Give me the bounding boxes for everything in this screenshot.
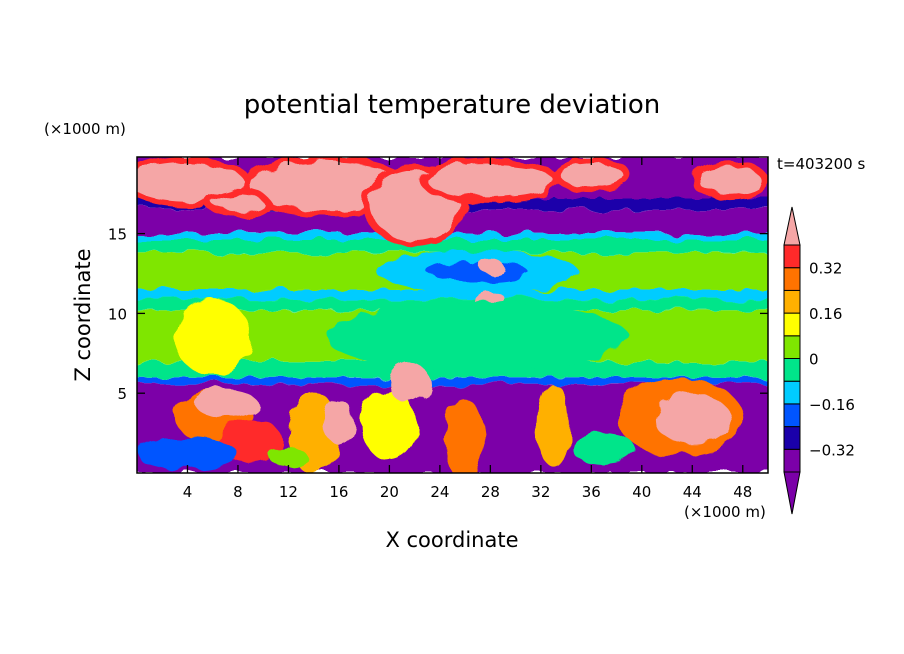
x-tick-label: 40 xyxy=(632,483,651,501)
contour-cell xyxy=(323,399,355,445)
colorbar-label: 0.16 xyxy=(809,305,842,323)
colorbar-box xyxy=(783,426,801,450)
contour-cell xyxy=(326,302,630,373)
contour-cell xyxy=(388,361,429,403)
x-tick-label: 28 xyxy=(481,483,500,501)
colorbar-label: −0.16 xyxy=(809,396,855,414)
colorbar-box xyxy=(783,289,801,314)
colorbar-label: 0.32 xyxy=(809,260,842,278)
contour-cell xyxy=(477,259,503,272)
time-label: t=403200 s xyxy=(777,155,865,173)
contour-cell xyxy=(361,390,418,461)
contour-cell xyxy=(174,299,251,376)
contour-cell xyxy=(269,447,308,467)
contour-cell xyxy=(427,164,554,197)
x-tick-label: 44 xyxy=(683,483,702,501)
contour-cell xyxy=(137,437,238,470)
contour-cell xyxy=(654,393,731,445)
contour-cell xyxy=(559,163,623,186)
colorbar: −0.32 −0.16 0 0.16 0.32 xyxy=(783,206,855,515)
contour-band xyxy=(137,233,768,240)
y-tick-label: 10 xyxy=(108,305,127,323)
x-tick-label: 24 xyxy=(430,483,449,501)
x-tick-label: 48 xyxy=(733,483,752,501)
colorbar-box xyxy=(783,312,801,337)
colorbar-box xyxy=(783,448,801,473)
x-tick-label: 8 xyxy=(233,483,243,501)
contour-cell xyxy=(193,390,257,416)
x-unit-label: (×1000 m) xyxy=(684,503,766,521)
contour-band xyxy=(137,289,768,300)
contour-cell xyxy=(572,433,636,466)
colorbar-box xyxy=(783,380,801,405)
chart-title: potential temperature deviation xyxy=(244,90,660,120)
contour-cell xyxy=(537,383,570,467)
colorbar-box xyxy=(783,244,801,269)
x-tick-label: 12 xyxy=(279,483,298,501)
x-tick-label: 36 xyxy=(582,483,601,501)
contour-field xyxy=(137,157,768,473)
contour-band xyxy=(137,377,768,384)
colorbar-box xyxy=(783,335,801,359)
x-tick-label: 16 xyxy=(329,483,348,501)
colorbar-extend-bottom xyxy=(783,471,801,515)
x-tick-label: 32 xyxy=(531,483,550,501)
plot-frame xyxy=(136,156,769,474)
colorbar-extend-top xyxy=(783,206,801,246)
contour-band xyxy=(137,239,768,253)
y-unit-label: (×1000 m) xyxy=(44,120,126,138)
y-tick-label: 15 xyxy=(108,226,127,244)
x-axis: 4 8 12 16 20 24 28 32 36 40 44 48 xyxy=(183,157,752,501)
contour-cell xyxy=(698,168,762,194)
y-tick-label: 5 xyxy=(117,385,127,403)
contour-cell xyxy=(444,399,486,473)
y-axis-label: Z coordinate xyxy=(71,248,95,381)
colorbar-box xyxy=(783,267,801,291)
y-axis: 5 10 15 xyxy=(108,226,768,403)
colorbar-label: −0.32 xyxy=(809,441,855,459)
x-tick-label: 20 xyxy=(380,483,399,501)
contour-cell xyxy=(212,195,264,212)
contour-cell xyxy=(427,262,529,282)
x-tick-label: 4 xyxy=(183,483,193,501)
colorbar-label: 0 xyxy=(809,351,819,369)
x-axis-label: X coordinate xyxy=(385,528,518,552)
colorbar-box xyxy=(783,358,801,382)
colorbar-box xyxy=(783,403,801,428)
